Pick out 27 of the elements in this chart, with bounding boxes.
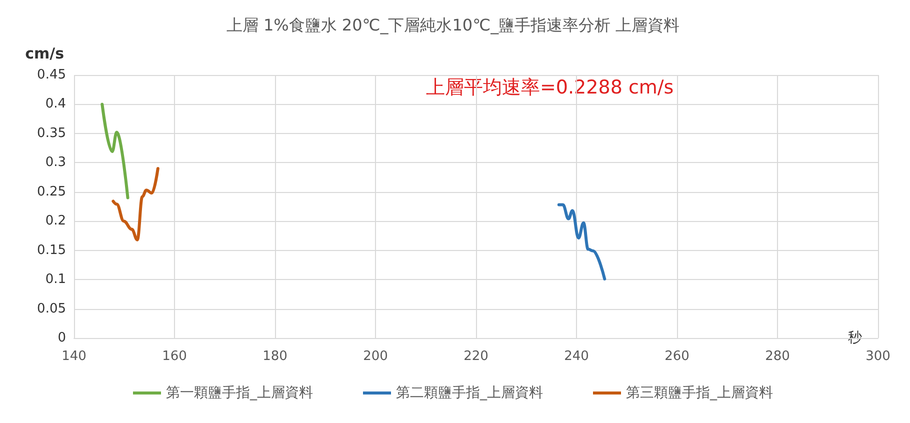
y-tick-label: 0.15 <box>37 242 66 258</box>
x-tick-label: 160 <box>162 349 187 364</box>
x-tick-label: 300 <box>866 349 890 364</box>
x-tick-label: 260 <box>664 349 690 364</box>
y-tick-label: 0.4 <box>45 96 66 112</box>
y-tick-label: 0 <box>58 330 66 346</box>
x-tick-label: 220 <box>464 349 488 364</box>
line-series <box>112 167 160 242</box>
legend-label: 第一顆鹽手指_上層資料 <box>166 385 313 401</box>
x-tick-label: 240 <box>564 349 589 364</box>
y-tick-label: 0.45 <box>37 68 66 82</box>
x-tick-label: 180 <box>262 349 288 364</box>
y-tick-label: 0.1 <box>45 272 66 288</box>
y-tick-label: 0.35 <box>37 126 66 141</box>
y-tick-label: 0.3 <box>45 155 66 170</box>
y-tick-label: 0.25 <box>37 184 66 200</box>
y-tick-label: 0.05 <box>37 301 66 316</box>
y-axis-title: cm/s <box>25 44 64 62</box>
legend-label: 第三顆鹽手指_上層資料 <box>626 385 773 401</box>
legend-label: 第二顆鹽手指_上層資料 <box>396 385 543 401</box>
x-tick-label: 200 <box>363 349 388 364</box>
x-tick-label: 280 <box>765 349 790 364</box>
y-tick-label: 0.2 <box>45 214 66 229</box>
line-series <box>100 102 130 200</box>
line-series <box>557 203 606 280</box>
x-tick-label: 140 <box>62 349 86 364</box>
chart-title: 上層 1%食鹽水 20℃_下層純水10℃_鹽手指速率分析 上層資料 <box>226 16 680 34</box>
